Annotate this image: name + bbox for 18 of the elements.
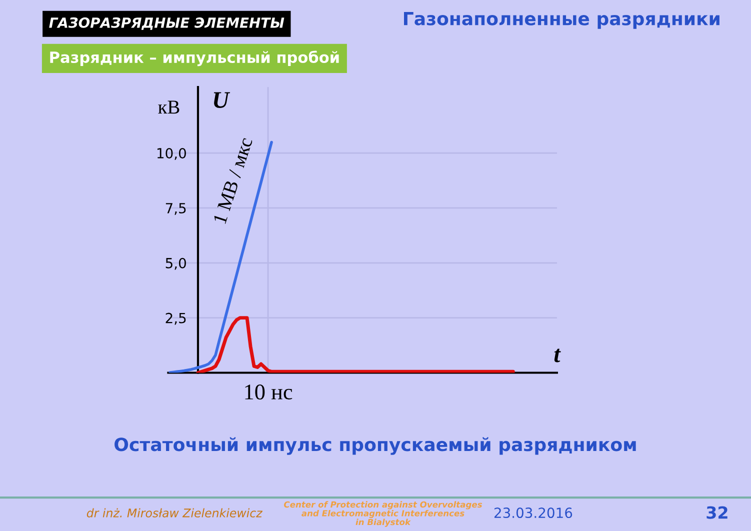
text: Остаточный импульс пропускаемый разрядником xyxy=(114,437,636,455)
y-tick-label: 10,0 xyxy=(157,148,186,160)
y-axis-title: U xyxy=(214,92,230,108)
text: 23.03.2016 xyxy=(494,508,572,518)
line-series xyxy=(196,316,515,373)
y-tick-label: 5,0 xyxy=(166,258,186,270)
text: 32 xyxy=(706,506,728,519)
x-tick-label: 10 нс xyxy=(245,384,292,400)
text: Center of Protection against Overvoltages and Electromagnetic Interferences in Bialystok xyxy=(284,501,482,527)
annotation: 1 МВ / мкс xyxy=(213,136,253,224)
chart-subtitle: Разрядник – импульсный пробой xyxy=(50,50,339,66)
text: dr inż. Mirosław Zielenkiewicz xyxy=(86,508,263,518)
x-axis-title: t xyxy=(554,348,561,362)
y-tick-label: 2,5 xyxy=(166,312,186,325)
text: ГАЗОРАЗРЯДНЫЕ ЭЛЕМЕНТЫ xyxy=(49,17,284,30)
y-tick-label: 7,5 xyxy=(166,203,186,215)
chart-title: Газонаполненные разрядники xyxy=(404,12,720,29)
annotation: кВ xyxy=(158,100,180,114)
